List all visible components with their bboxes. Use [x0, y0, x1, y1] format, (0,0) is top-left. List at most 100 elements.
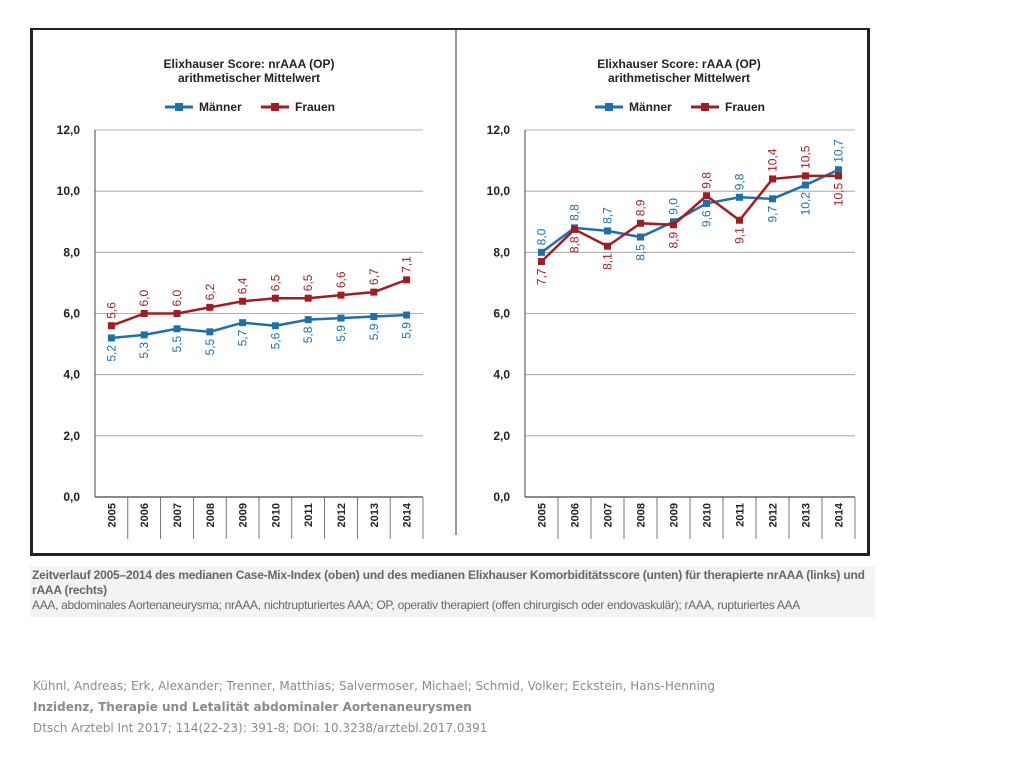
y-tick-label: 12,0	[57, 123, 81, 137]
y-tick-label: 0,0	[63, 490, 80, 504]
x-tick-label: 2005	[537, 503, 549, 527]
data-label-männer: 8,8	[568, 204, 582, 221]
figure-caption: Zeitverlauf 2005–2014 des medianen Case-…	[30, 566, 875, 617]
y-tick-label: 2,0	[493, 429, 510, 443]
data-point-frauen	[370, 288, 378, 296]
data-point-männer	[769, 195, 776, 203]
x-tick-label: 2013	[801, 503, 813, 527]
data-point-frauen	[239, 297, 247, 305]
x-tick-label: 2007	[603, 503, 615, 527]
x-tick-label: 2006	[139, 503, 151, 527]
data-point-frauen	[604, 242, 611, 250]
data-label-männer: 9,6	[700, 210, 714, 227]
data-label-männer: 8,5	[634, 244, 648, 261]
data-point-frauen	[206, 303, 214, 311]
data-point-frauen	[538, 258, 545, 266]
y-tick-label: 4,0	[63, 368, 80, 382]
data-label-frauen: 8,1	[601, 253, 615, 270]
legend-label-frauen: Frauen	[725, 100, 765, 114]
data-label-männer: 8,7	[601, 207, 615, 224]
data-label-männer: 9,7	[766, 205, 780, 222]
data-point-männer	[736, 193, 743, 201]
data-label-frauen: 6,0	[137, 289, 151, 306]
y-tick-label: 4,0	[493, 368, 510, 382]
chart-subtitle: arithmetischer Mittelwert	[608, 71, 750, 85]
legend-marker-männer	[605, 103, 613, 111]
data-label-männer: 5,5	[170, 335, 184, 352]
x-tick-label: 2012	[336, 503, 348, 527]
series-line-männer	[540, 168, 840, 254]
data-label-männer: 9,8	[733, 173, 747, 190]
data-point-männer	[239, 319, 247, 327]
data-point-männer	[206, 328, 214, 336]
data-label-männer: 5,6	[268, 332, 282, 349]
data-point-frauen	[736, 216, 743, 224]
x-tick-label: 2008	[205, 503, 217, 527]
x-tick-label: 2007	[172, 503, 184, 527]
series-line-frauen	[110, 278, 408, 327]
x-tick-label: 2011	[735, 503, 747, 527]
data-label-männer: 5,9	[400, 322, 414, 339]
data-label-frauen: 8,9	[634, 199, 648, 216]
chart-title: Elixhauser Score: rAAA (OP)	[597, 57, 761, 71]
data-point-frauen	[769, 175, 776, 183]
figure-frame	[30, 28, 870, 556]
data-point-männer	[271, 322, 279, 330]
data-point-frauen	[670, 221, 677, 229]
x-tick-label: 2014	[834, 502, 846, 527]
data-label-männer: 10,7	[832, 139, 846, 163]
y-tick-label: 12,0	[487, 123, 511, 137]
y-tick-label: 6,0	[63, 307, 80, 321]
data-label-frauen: 6,6	[334, 271, 348, 288]
x-tick-label: 2010	[270, 503, 282, 527]
caption-text: AAA, abdominales Aortenaneurysma; nrAAA,…	[32, 598, 800, 612]
data-label-männer: 10,2	[799, 192, 813, 216]
data-label-frauen: 6,7	[367, 268, 381, 285]
legend-marker-männer	[175, 103, 183, 111]
data-point-männer	[703, 199, 710, 207]
data-label-männer: 8,0	[535, 228, 549, 245]
citation-journal: Dtsch Arztebl Int 2017; 114(22-23): 391-…	[33, 721, 488, 735]
data-point-männer	[140, 331, 148, 339]
x-tick-label: 2014	[402, 502, 414, 527]
legend-marker-frauen	[701, 103, 709, 111]
data-label-männer: 5,3	[137, 342, 151, 359]
data-point-männer	[802, 181, 809, 189]
chart-title: Elixhauser Score: nrAAA (OP)	[164, 57, 335, 71]
data-point-männer	[637, 233, 644, 241]
data-point-frauen	[173, 310, 181, 317]
data-point-frauen	[304, 294, 312, 302]
legend-marker-frauen	[271, 103, 279, 111]
data-label-frauen: 6,0	[170, 289, 184, 306]
caption-title: Zeitverlauf 2005–2014 des medianen Case-…	[32, 568, 865, 597]
y-tick-label: 10,0	[487, 184, 511, 198]
x-tick-label: 2012	[768, 503, 780, 527]
data-point-frauen	[337, 291, 345, 299]
data-label-frauen: 9,8	[700, 172, 714, 189]
data-label-frauen: 6,5	[301, 274, 315, 291]
data-label-frauen: 6,2	[203, 283, 217, 300]
data-label-frauen: 6,5	[268, 274, 282, 291]
data-point-frauen	[107, 322, 115, 330]
data-label-männer: 5,9	[334, 325, 348, 342]
x-tick-label: 2013	[369, 503, 381, 527]
data-point-frauen	[802, 172, 809, 180]
legend-label-männer: Männer	[629, 100, 672, 114]
data-point-männer	[337, 314, 345, 322]
x-tick-label: 2011	[303, 503, 315, 527]
data-point-männer	[370, 313, 378, 321]
data-label-frauen: 6,4	[236, 277, 250, 294]
data-label-frauen: 10,4	[766, 148, 780, 172]
y-tick-label: 2,0	[63, 429, 80, 443]
data-point-männer	[403, 311, 411, 319]
chart-left-nraaa: Elixhauser Score: nrAAA (OP)arithmetisch…	[57, 57, 424, 539]
x-tick-label: 2010	[702, 503, 714, 527]
series-line-männer	[111, 313, 407, 340]
data-label-männer: 5,9	[367, 323, 381, 340]
x-tick-label: 2008	[636, 503, 648, 527]
legend-label-frauen: Frauen	[295, 100, 335, 114]
chart-subtitle: arithmetischer Mittelwert	[178, 71, 320, 85]
data-point-frauen	[637, 219, 644, 227]
citation-authors: Kühnl, Andreas; Erk, Alexander; Trenner,…	[33, 679, 716, 693]
x-tick-label: 2009	[669, 503, 681, 527]
